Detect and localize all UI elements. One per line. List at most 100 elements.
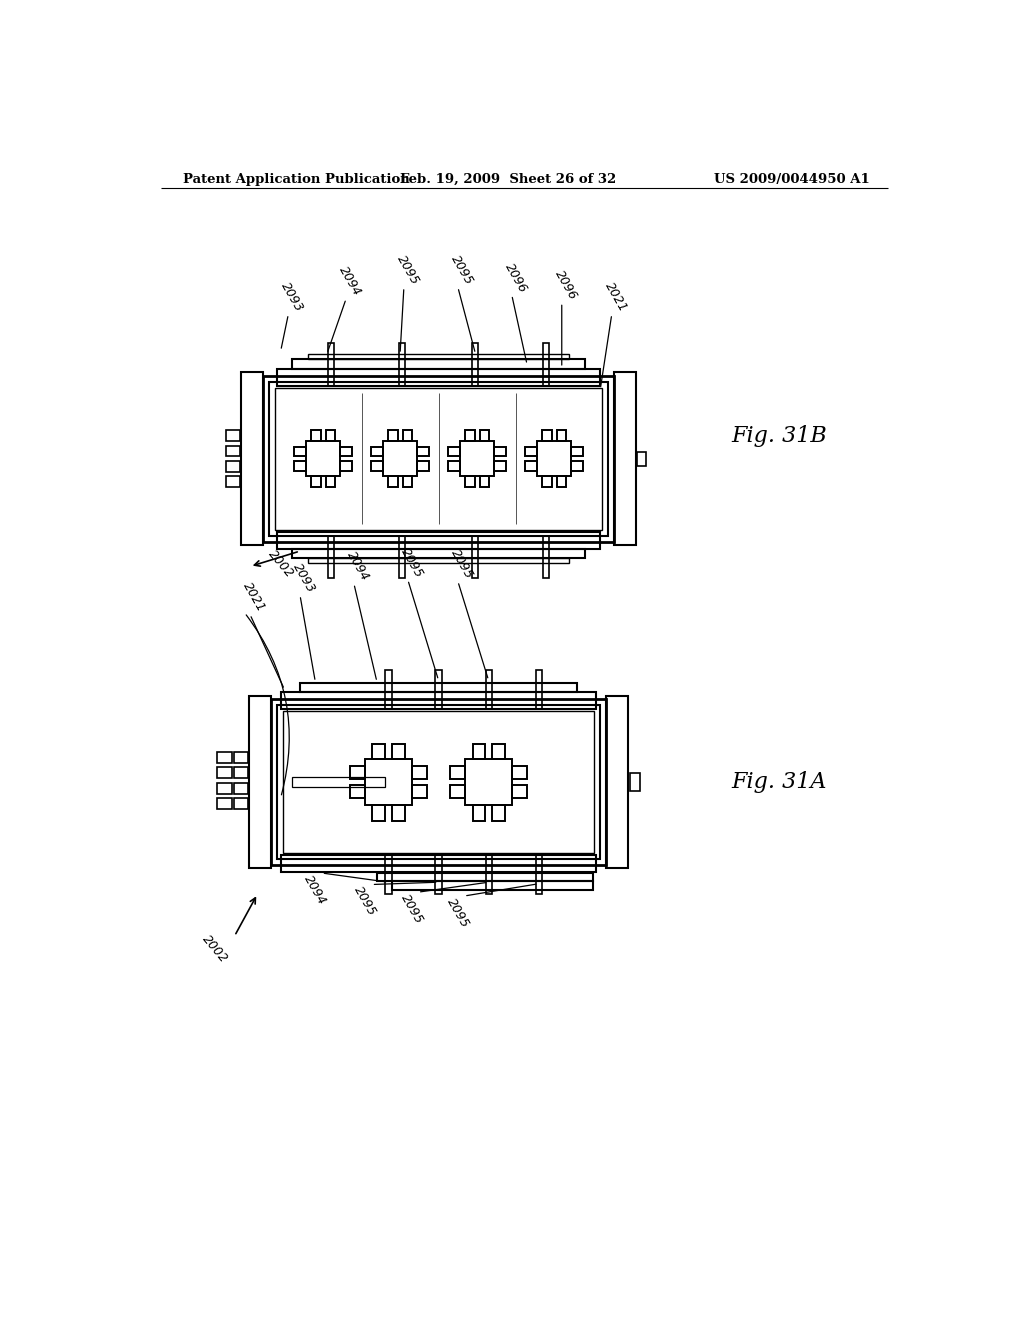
Bar — [242, 372, 263, 545]
Bar — [292, 359, 585, 368]
Text: 2093: 2093 — [279, 280, 306, 314]
Bar — [435, 671, 441, 709]
Bar — [536, 671, 542, 709]
Bar — [399, 343, 406, 385]
Bar — [233, 767, 248, 779]
Bar — [557, 477, 566, 487]
Bar — [542, 430, 552, 441]
Bar — [294, 461, 306, 471]
Bar — [217, 767, 232, 779]
Bar — [479, 477, 489, 487]
Bar — [492, 743, 505, 759]
Bar — [385, 855, 391, 894]
Bar — [249, 696, 270, 869]
Bar — [276, 532, 600, 549]
Text: 2096: 2096 — [552, 268, 580, 302]
Bar — [307, 354, 569, 359]
Text: 2021: 2021 — [602, 280, 630, 314]
Bar — [472, 343, 478, 385]
Bar — [412, 766, 427, 779]
Bar — [435, 855, 441, 894]
Bar — [307, 558, 569, 564]
Bar — [492, 805, 505, 821]
Bar — [226, 446, 240, 457]
Bar — [418, 461, 429, 471]
Bar — [392, 805, 404, 821]
Bar — [306, 441, 340, 477]
Bar — [472, 536, 478, 578]
Text: 2095: 2095 — [444, 896, 471, 931]
Bar — [542, 477, 552, 487]
Text: Fig. 31A: Fig. 31A — [731, 771, 826, 793]
Bar — [402, 477, 412, 487]
Bar — [217, 752, 232, 763]
Text: Fig. 31B: Fig. 31B — [731, 425, 827, 446]
Bar — [372, 446, 383, 457]
Bar — [269, 381, 608, 536]
Bar — [418, 446, 429, 457]
Text: 2095: 2095 — [394, 253, 422, 288]
Text: 2096: 2096 — [502, 260, 529, 294]
Bar — [451, 785, 465, 799]
Text: Patent Application Publication: Patent Application Publication — [183, 173, 410, 186]
Bar — [399, 536, 406, 578]
Text: 2095: 2095 — [398, 892, 425, 927]
Bar — [311, 430, 321, 441]
Bar — [328, 536, 334, 578]
Text: 2002: 2002 — [200, 933, 230, 966]
Bar — [472, 805, 485, 821]
Bar — [366, 759, 412, 805]
Bar — [525, 446, 537, 457]
Bar — [449, 461, 460, 471]
Text: 2095: 2095 — [398, 545, 425, 579]
Bar — [217, 799, 232, 809]
Bar — [275, 388, 602, 529]
Bar — [525, 461, 537, 471]
Bar — [536, 855, 542, 894]
Bar — [326, 477, 335, 487]
Bar — [233, 799, 248, 809]
Text: 2021: 2021 — [241, 581, 267, 614]
Bar — [226, 461, 240, 471]
Bar — [388, 477, 397, 487]
Bar — [233, 783, 248, 793]
Bar — [350, 785, 366, 799]
Bar — [465, 477, 474, 487]
Bar — [276, 368, 600, 385]
Bar — [292, 549, 585, 558]
Bar — [283, 711, 594, 853]
Text: 2095: 2095 — [449, 253, 475, 288]
Bar — [373, 743, 385, 759]
Text: 2002: 2002 — [265, 548, 296, 581]
Bar — [326, 430, 335, 441]
Bar — [377, 873, 593, 882]
Bar — [233, 752, 248, 763]
Text: 2095: 2095 — [352, 884, 379, 919]
Bar — [571, 461, 583, 471]
Bar — [340, 461, 352, 471]
Bar — [270, 700, 606, 866]
Bar — [281, 692, 596, 709]
Bar — [276, 705, 600, 859]
Bar — [606, 696, 628, 869]
Bar — [385, 671, 391, 709]
Text: Feb. 19, 2009  Sheet 26 of 32: Feb. 19, 2009 Sheet 26 of 32 — [399, 173, 616, 186]
Bar — [544, 536, 550, 578]
Bar — [217, 783, 232, 793]
Bar — [512, 766, 527, 779]
Bar — [465, 430, 474, 441]
Bar — [383, 441, 418, 477]
Bar — [479, 430, 489, 441]
Bar — [388, 430, 397, 441]
Text: 2094: 2094 — [336, 264, 364, 298]
Text: US 2009/0044950 A1: US 2009/0044950 A1 — [714, 173, 869, 186]
Bar — [460, 441, 495, 477]
Bar — [311, 477, 321, 487]
Bar — [614, 372, 636, 545]
Bar — [263, 376, 614, 543]
Bar — [537, 441, 571, 477]
Bar — [571, 446, 583, 457]
Bar — [226, 430, 240, 441]
Bar — [340, 446, 352, 457]
Bar — [630, 774, 640, 792]
